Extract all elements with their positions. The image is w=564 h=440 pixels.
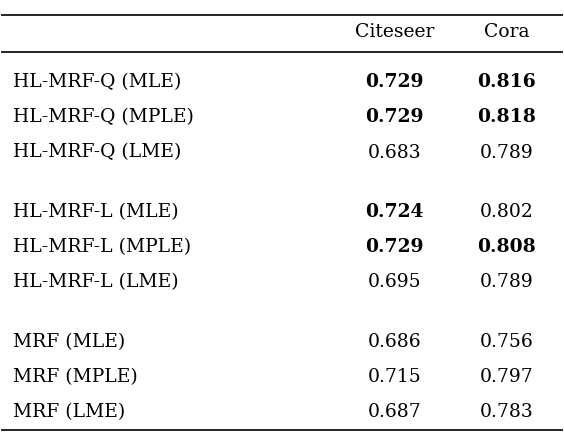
Text: Cora: Cora bbox=[484, 23, 529, 41]
Text: 0.729: 0.729 bbox=[365, 238, 424, 257]
Text: 0.686: 0.686 bbox=[367, 333, 421, 351]
Text: 0.695: 0.695 bbox=[367, 273, 421, 291]
Text: 0.802: 0.802 bbox=[479, 203, 534, 221]
Text: 0.818: 0.818 bbox=[477, 108, 536, 126]
Text: 0.789: 0.789 bbox=[479, 273, 534, 291]
Text: 0.724: 0.724 bbox=[365, 203, 424, 221]
Text: MRF (MLE): MRF (MLE) bbox=[12, 333, 125, 351]
Text: 0.687: 0.687 bbox=[367, 403, 421, 422]
Text: HL-MRF-L (MLE): HL-MRF-L (MLE) bbox=[12, 203, 178, 221]
Text: HL-MRF-L (MPLE): HL-MRF-L (MPLE) bbox=[12, 238, 191, 257]
Text: 0.816: 0.816 bbox=[477, 73, 536, 92]
Text: 0.808: 0.808 bbox=[477, 238, 536, 257]
Text: HL-MRF-Q (MLE): HL-MRF-Q (MLE) bbox=[12, 73, 181, 92]
Text: HL-MRF-L (LME): HL-MRF-L (LME) bbox=[12, 273, 178, 291]
Text: 0.729: 0.729 bbox=[365, 73, 424, 92]
Text: 0.783: 0.783 bbox=[479, 403, 534, 422]
Text: HL-MRF-Q (MPLE): HL-MRF-Q (MPLE) bbox=[12, 108, 193, 126]
Text: 0.729: 0.729 bbox=[365, 108, 424, 126]
Text: HL-MRF-Q (LME): HL-MRF-Q (LME) bbox=[12, 143, 181, 161]
Text: Citeseer: Citeseer bbox=[355, 23, 434, 41]
Text: MRF (MPLE): MRF (MPLE) bbox=[12, 368, 138, 386]
Text: 0.797: 0.797 bbox=[479, 368, 534, 386]
Text: MRF (LME): MRF (LME) bbox=[12, 403, 125, 422]
Text: 0.756: 0.756 bbox=[479, 333, 534, 351]
Text: 0.683: 0.683 bbox=[367, 143, 421, 161]
Text: 0.715: 0.715 bbox=[367, 368, 421, 386]
Text: 0.789: 0.789 bbox=[479, 143, 534, 161]
